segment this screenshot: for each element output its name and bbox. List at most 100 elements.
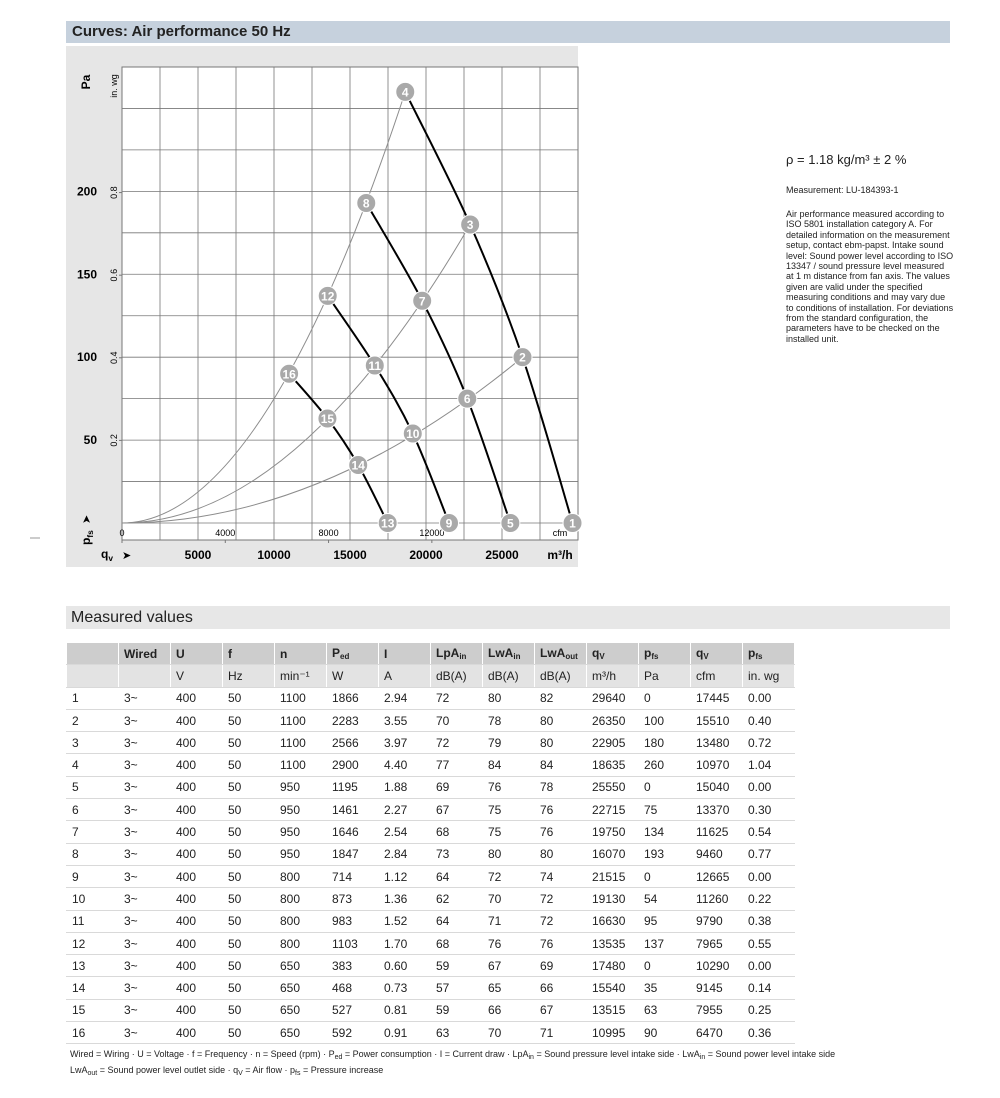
table-cell: 800 [274, 864, 327, 889]
table-cell: 76 [534, 931, 587, 956]
table-cell: 80 [482, 686, 535, 710]
table-cell: 13480 [690, 731, 743, 755]
cell-sub: V [599, 652, 605, 662]
table-cell: 12 [66, 931, 119, 956]
table-cell: 11260 [690, 887, 743, 911]
table-cell: 2566 [326, 731, 379, 755]
data-row: 16 3~ 400 50 650 592 0.91 63 70 71 10995 90 6470 0.36 [66, 1021, 795, 1045]
table-cell: 76 [534, 820, 587, 844]
table-cell: m³/h [586, 664, 639, 688]
table-cell: 1100 [274, 753, 327, 777]
table-cell: 15510 [690, 708, 743, 733]
table-cell: 0.00 [742, 954, 795, 978]
data-row: 9 3~ 400 50 800 714 1.12 64 72 74 21515 0 12665 0.00 [66, 864, 795, 889]
table-cell: 69 [430, 775, 483, 800]
table-cell: 50 [222, 686, 275, 710]
table-cell: 59 [430, 998, 483, 1023]
table-cell: 76 [534, 798, 587, 822]
table-cell: 134 [638, 820, 691, 844]
table-cell [66, 641, 119, 666]
table-cell: 50 [222, 842, 275, 866]
cell-text: p [644, 646, 652, 661]
table-cell: 57 [430, 976, 483, 1000]
data-row: 15 3~ 400 50 650 527 0.81 59 66 67 13515 63 7955 0.25 [66, 998, 795, 1023]
data-row: 14 3~ 400 50 650 468 0.73 57 65 66 15540 35 9145 0.14 [66, 976, 795, 1000]
x2-tick-label: 12000 [419, 528, 444, 538]
table-cell: 80 [534, 842, 587, 866]
table-cell: 35 [638, 976, 691, 1000]
point-label: 5 [507, 517, 514, 531]
table-cell: 63 [430, 1021, 483, 1045]
table-cell: Wired [118, 641, 171, 666]
table-cell: 11625 [690, 820, 743, 844]
table-cell: 69 [534, 954, 587, 978]
table-cell: 0.30 [742, 798, 795, 822]
cell-text: LwA [540, 646, 566, 661]
point-label: 9 [446, 517, 453, 531]
table-cell: 0.00 [742, 775, 795, 800]
table-cell: 400 [170, 931, 223, 956]
operating-point [460, 214, 481, 235]
table-cell: 22715 [586, 798, 639, 822]
x-tick-label: 15000 [333, 548, 367, 562]
description: Air performance measured according to IS… [786, 209, 954, 344]
table-cell: 983 [326, 909, 379, 933]
table-cell: 1461 [326, 798, 379, 822]
table-cell: min⁻¹ [274, 664, 327, 688]
table-cell: f [222, 641, 275, 666]
cell-text: P [332, 646, 341, 661]
table-cell: 9460 [690, 842, 743, 866]
table-cell: 66 [482, 998, 535, 1023]
table-cell: 29640 [586, 686, 639, 710]
point-label: 7 [419, 294, 426, 308]
table-cell: 13370 [690, 798, 743, 822]
table-cell: 8 [66, 842, 119, 866]
table-cell: 1.36 [378, 887, 431, 911]
table-cell: 400 [170, 775, 223, 800]
y-tick-label: 150 [77, 267, 97, 281]
table-cell: 68 [430, 931, 483, 956]
table-cell: 50 [222, 820, 275, 844]
table-cell: 3~ [118, 864, 171, 889]
table-cell: 0 [638, 775, 691, 800]
table-cell: 400 [170, 731, 223, 755]
table-cell: 0.81 [378, 998, 431, 1023]
table-cell: 950 [274, 820, 327, 844]
cell-text: q [592, 646, 600, 661]
table-cell: 3~ [118, 954, 171, 978]
table-cell: dB(A) [430, 664, 483, 688]
footnote-sub: ed [334, 1054, 343, 1061]
y2-unit: in. wg [109, 74, 119, 98]
table-cell [118, 664, 171, 688]
data-row: 11 3~ 400 50 800 983 1.52 64 71 72 16630 95 9790 0.38 [66, 909, 795, 933]
table-cell: 70 [482, 1021, 535, 1045]
table-cell: 67 [430, 798, 483, 822]
table-cell: 873 [326, 887, 379, 911]
table-cell: 50 [222, 798, 275, 822]
y2-tick-label: 0.6 [109, 269, 119, 282]
cell-sub: out [565, 652, 578, 662]
table-cell: Ped [326, 641, 379, 666]
cell-text: LpA [436, 646, 460, 661]
table-cell: 19130 [586, 887, 639, 911]
table-cell: 16070 [586, 842, 639, 866]
measured-header: Measured values [66, 606, 950, 629]
table-cell: 950 [274, 798, 327, 822]
table-cell: 100 [638, 708, 691, 733]
data-row: 3 3~ 400 50 1100 2566 3.97 72 79 80 22905 180 13480 0… [66, 731, 795, 755]
table-cell: pfs [742, 641, 795, 666]
table-cell: 62 [430, 887, 483, 911]
y-label: pfs [79, 530, 95, 545]
table-cell: 26350 [586, 708, 639, 733]
table-cell: 4 [66, 753, 119, 777]
footnote-sub: V [238, 1070, 243, 1077]
y2-tick-label: 0.8 [109, 186, 119, 199]
x-label: qv [101, 547, 113, 563]
table-cell: 50 [222, 998, 275, 1023]
table-cell: 82 [534, 686, 587, 710]
density-note: ρ = 1.18 kg/m³ ± 2 % [786, 152, 907, 167]
footnote-line: Wired = Wiring · U = Voltage · f = Frequ… [70, 1049, 835, 1061]
table-cell: 17445 [690, 686, 743, 710]
table-cell: 1.52 [378, 909, 431, 933]
